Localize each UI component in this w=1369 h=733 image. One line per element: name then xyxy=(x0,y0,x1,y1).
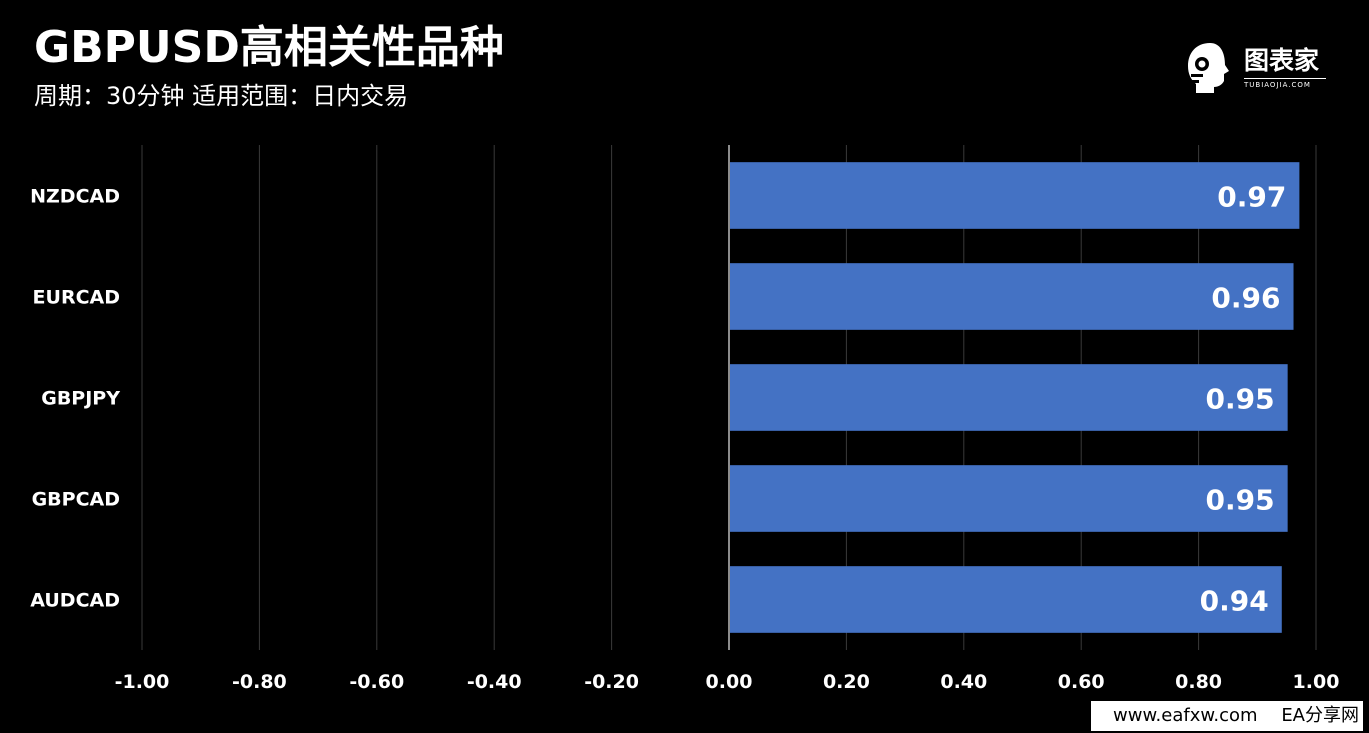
x-tick-label: -0.40 xyxy=(467,671,522,693)
bar xyxy=(730,566,1282,633)
data-label: 0.95 xyxy=(1206,484,1275,517)
category-label: AUDCAD xyxy=(30,590,120,612)
x-tick-label: 0.20 xyxy=(823,671,870,693)
category-label: NZDCAD xyxy=(30,186,120,208)
bar xyxy=(730,162,1300,229)
x-tick-label: 1.00 xyxy=(1293,671,1340,693)
footer-site: www.eafxw.com xyxy=(1113,705,1258,726)
robot-head-icon xyxy=(1188,43,1229,93)
data-label: 0.96 xyxy=(1211,282,1280,315)
x-tick-label: -1.00 xyxy=(115,671,170,693)
x-tick-label: -0.20 xyxy=(584,671,639,693)
data-label: 0.97 xyxy=(1217,181,1286,214)
x-tick-label: 0.40 xyxy=(940,671,987,693)
category-label: GBPCAD xyxy=(32,489,120,511)
brand-logo: 图表家 TUBIAOJIA.COM xyxy=(1184,40,1334,96)
x-tick-label: 0.60 xyxy=(1058,671,1105,693)
logo-subtext: TUBIAOJIA.COM xyxy=(1244,78,1326,90)
footer-name: EA分享网 xyxy=(1281,705,1359,726)
x-tick-label: -0.80 xyxy=(232,671,287,693)
chart-subtitle: 周期：30分钟 适用范围：日内交易 xyxy=(34,82,409,110)
x-tick-label: -0.60 xyxy=(349,671,404,693)
logo-text: 图表家 xyxy=(1244,46,1320,75)
bar xyxy=(730,263,1294,330)
category-label: EURCAD xyxy=(33,287,120,309)
data-label: 0.94 xyxy=(1200,585,1269,618)
category-label: GBPJPY xyxy=(41,388,120,410)
x-tick-label: 0.00 xyxy=(706,671,753,693)
bar xyxy=(730,364,1288,431)
x-tick-label: 0.80 xyxy=(1175,671,1222,693)
bar xyxy=(730,465,1288,532)
data-label: 0.95 xyxy=(1206,383,1275,416)
chart-title: GBPUSD高相关性品种 xyxy=(34,22,504,73)
footer-watermark: www.eafxw.com EA分享网 xyxy=(1091,701,1363,731)
